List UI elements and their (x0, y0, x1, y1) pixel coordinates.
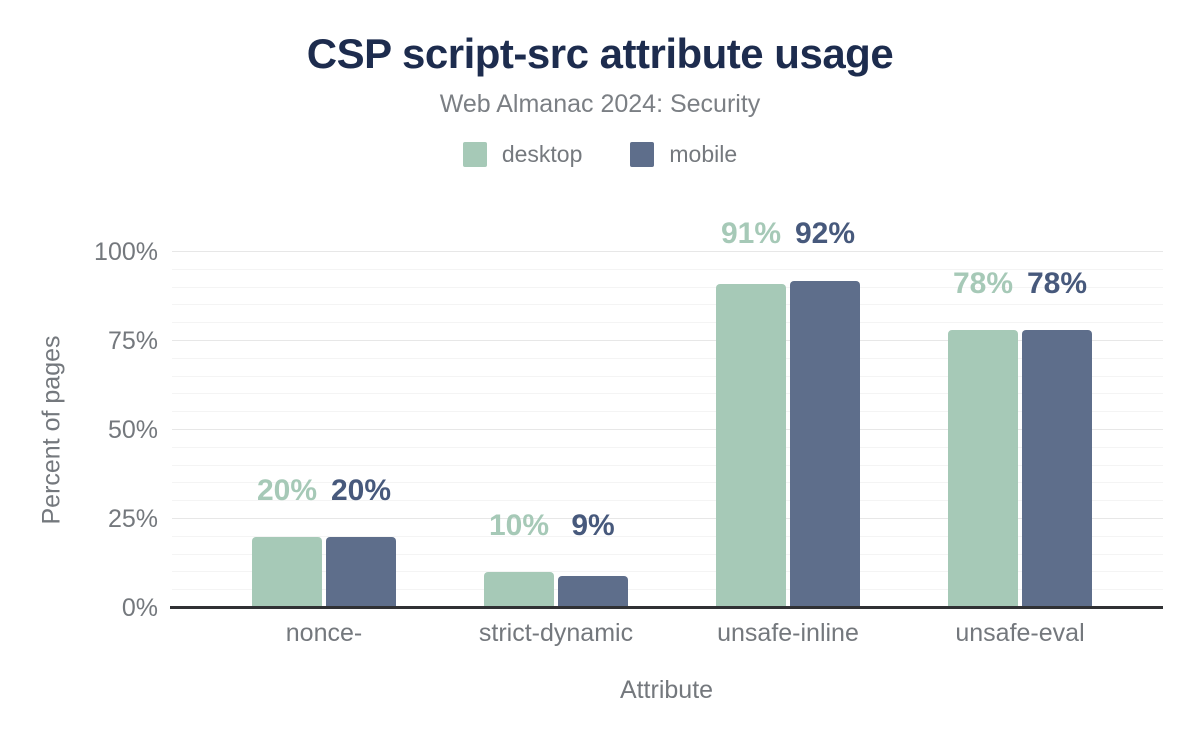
gridline-30 (172, 500, 1163, 502)
gridline-100 (172, 251, 1163, 252)
value-label-mobile-nonce-: 20% (330, 473, 392, 507)
bar-group-unsafe-inline: 91% 92% (672, 219, 904, 608)
bar-mobile-strict-dynamic (558, 576, 628, 608)
bar-pair-strict-dynamic (484, 572, 628, 608)
chart-subtitle: Web Almanac 2024: Security (439, 90, 761, 118)
bar-desktop-unsafe-inline (716, 284, 786, 608)
bar-pair-unsafe-eval (948, 330, 1092, 608)
gridline-45 (172, 446, 1163, 448)
x-tick-unsafe-inline: unsafe-inline (717, 619, 859, 647)
value-label-desktop-unsafe-inline: 91% (720, 217, 782, 251)
desktop-swatch-icon (462, 142, 487, 167)
bar-mobile-unsafe-inline (790, 280, 860, 608)
y-tick-25%: 25% (107, 505, 158, 533)
x-tick-nonce-: nonce- (285, 619, 363, 647)
y-tick-0%: 0% (121, 594, 158, 622)
plot-area: 20% 20% 10% 9% 91% 92% 78% 78% (170, 219, 1163, 609)
bar-desktop-unsafe-eval (948, 330, 1018, 608)
bar-pair-nonce- (252, 536, 396, 608)
gridline-60 (172, 393, 1163, 395)
gridline-35 (172, 482, 1163, 484)
gridline-25 (172, 518, 1163, 519)
legend-label-mobile: mobile (669, 141, 738, 167)
y-axis-ticks: 0% 25% 50% 75% 100% (0, 239, 158, 621)
x-axis-title: Attribute (619, 676, 714, 704)
mobile-swatch-icon (630, 142, 655, 167)
value-label-mobile-unsafe-inline: 92% (794, 217, 856, 251)
legend-label-desktop: desktop (501, 141, 583, 167)
chart-title: CSP script-src attribute usage (306, 30, 894, 77)
y-tick-75%: 75% (107, 327, 158, 355)
legend-item-mobile: mobile (630, 141, 737, 168)
y-tick-50%: 50% (107, 416, 158, 444)
x-tick-strict-dynamic: strict-dynamic (478, 619, 634, 647)
gridline-75 (172, 340, 1163, 341)
value-label-desktop-strict-dynamic: 10% (488, 509, 550, 543)
bar-mobile-nonce- (326, 536, 396, 608)
y-tick-100%: 100% (94, 238, 158, 266)
gridline-80 (172, 322, 1163, 324)
gridline-65 (172, 375, 1163, 377)
gridline-15 (172, 553, 1163, 555)
bar-mobile-unsafe-eval (1022, 330, 1092, 608)
legend-item-desktop: desktop (462, 141, 583, 168)
gridline-40 (172, 464, 1163, 466)
gridline-50 (172, 429, 1163, 430)
bar-pair-unsafe-inline (716, 280, 860, 608)
bar-desktop-strict-dynamic (484, 572, 554, 608)
gridline-20 (172, 535, 1163, 537)
x-axis-line (170, 606, 1163, 609)
x-tick-unsafe-eval: unsafe-eval (955, 619, 1085, 647)
bar-group-strict-dynamic: 10% 9% (440, 252, 672, 608)
value-label-mobile-strict-dynamic: 9% (571, 509, 615, 543)
value-label-desktop-nonce-: 20% (256, 473, 318, 507)
gridline-5 (172, 589, 1163, 591)
gridline-95 (172, 268, 1163, 270)
bar-desktop-nonce- (252, 536, 322, 608)
value-label-desktop-unsafe-eval: 78% (952, 267, 1014, 301)
gridline-55 (172, 411, 1163, 413)
gridline-90 (172, 286, 1163, 288)
x-axis-labels: nonce-strict-dynamic unsafe-inline unsafe-… (208, 619, 1136, 648)
bars-area: 20% 20% 10% 9% 91% 92% 78% 78% (208, 219, 1136, 608)
gridline-10 (172, 571, 1163, 573)
gridline-85 (172, 304, 1163, 306)
bar-group-unsafe-eval: 78% 78% (904, 252, 1136, 608)
legend: desktop mobile (0, 141, 1200, 168)
value-label-mobile-unsafe-eval: 78% (1026, 267, 1088, 301)
bar-group-nonce-: 20% 20% (208, 252, 440, 608)
gridline-70 (172, 357, 1163, 359)
